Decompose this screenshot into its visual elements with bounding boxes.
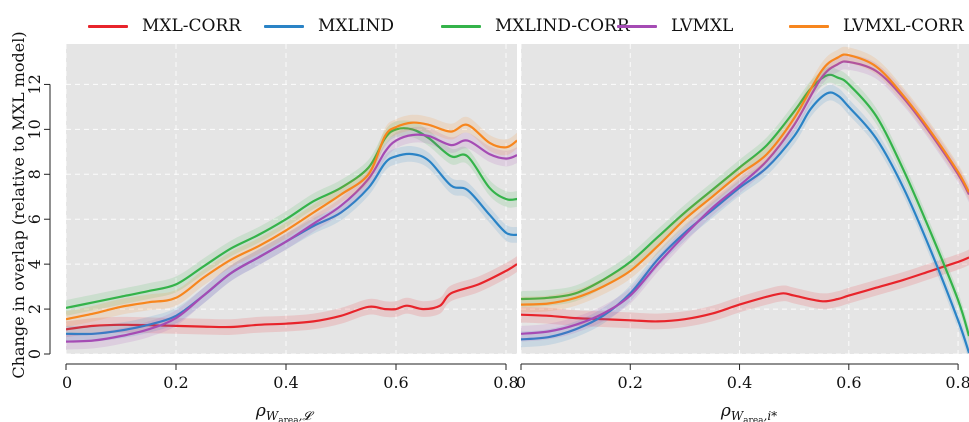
- series-line-lvmxl: [66, 133, 517, 343]
- series-line-mxl-corr: [521, 256, 969, 323]
- legend-label: MXLIND: [318, 16, 395, 36]
- x-axis-label-tail: ,i*: [764, 409, 778, 422]
- legend-item-mxlind: MXLIND: [264, 14, 394, 38]
- legend-item-mxlind-corr: MXLIND-CORR: [441, 14, 630, 38]
- legend-item-mxl-corr: MXL-CORR: [88, 14, 241, 38]
- x-tick-label: 0.2: [163, 373, 188, 392]
- series-band-mxl-corr: [66, 256, 517, 338]
- x-axis-label-sub: W: [266, 409, 280, 422]
- legend-label: LVMXL: [671, 16, 734, 36]
- series-band-mxlind-corr: [66, 120, 517, 316]
- series-band-mxl-corr: [521, 249, 969, 330]
- legend-swatch: [789, 24, 829, 28]
- x-tick-label: 0: [516, 373, 526, 392]
- legend: MXL-CORR MXLIND MXLIND-CORR LVMXL LVMXL-…: [0, 0, 969, 44]
- series-line-lvmxl-corr: [66, 121, 517, 321]
- x-axis-label: ρWarea,i*: [720, 401, 777, 422]
- x-axis-label: ρWarea,𝓛: [255, 401, 315, 422]
- panel-2: 0 0.2 0.4 0.6 0.8 ρWarea,i*: [516, 44, 969, 422]
- y-tick-label: 10: [25, 119, 44, 139]
- x-tick-label: 0.6: [836, 373, 861, 392]
- series-group: [66, 114, 517, 350]
- series-line-lvmxl-corr: [521, 53, 969, 306]
- y-tick-label: 8: [25, 169, 44, 179]
- x-tick-label: 0.8: [945, 373, 969, 392]
- x-axis-label-subsub: area: [278, 416, 299, 422]
- x-tick-label: 0.8: [493, 373, 518, 392]
- series-line-lvmxl: [521, 60, 969, 335]
- y-tick-label: 0: [25, 349, 44, 359]
- y-tick-label: 12: [25, 74, 44, 94]
- legend-label: LVMXL-CORR: [843, 16, 964, 36]
- series-group: [521, 46, 969, 354]
- legend-swatch: [617, 24, 657, 28]
- series-line-mxlind: [66, 152, 517, 336]
- panel-1: 0 2 4 6 8 10 12 0 0.2 0.4 0.6 0.8 ρWarea,𝓛: [25, 44, 519, 422]
- plot-area: [66, 44, 517, 354]
- series-line-mxlind-corr: [66, 127, 517, 309]
- series-line-mxl-corr: [66, 263, 517, 331]
- x-tick-label: 0.4: [727, 373, 752, 392]
- series-line-mxlind-corr: [521, 73, 969, 337]
- x-axis-label-tail: ,𝓛: [299, 409, 315, 422]
- legend-item-lvmxl-corr: LVMXL-CORR: [789, 14, 964, 38]
- legend-swatch: [264, 24, 304, 28]
- series-line-mxlind: [521, 91, 969, 354]
- y-tick-label: 6: [25, 214, 44, 224]
- series-band-lvmxl-corr: [66, 114, 517, 327]
- legend-swatch: [88, 24, 128, 28]
- x-axis-label-subsub: area: [743, 416, 764, 422]
- x-axis-label-main: ρ: [255, 401, 266, 421]
- y-tick-label: 2: [25, 304, 44, 314]
- legend-swatch: [441, 24, 481, 28]
- x-axis-label-main: ρ: [720, 401, 731, 421]
- y-tick-label: 4: [25, 259, 44, 269]
- x-tick-label: 0.2: [618, 373, 643, 392]
- legend-label: MXL-CORR: [142, 16, 242, 36]
- x-tick-label: 0: [62, 373, 72, 392]
- series-band-mxlind: [66, 146, 517, 342]
- x-tick-label: 0.4: [273, 373, 298, 392]
- x-tick-label: 0.6: [383, 373, 408, 392]
- x-axis-label-sub: W: [731, 409, 745, 422]
- legend-label: MXLIND-CORR: [495, 16, 630, 36]
- series-band-mxlind: [521, 84, 969, 354]
- y-axis-label: Change in overlap (relative to MXL model…: [9, 31, 28, 378]
- legend-item-lvmxl: LVMXL: [617, 14, 733, 38]
